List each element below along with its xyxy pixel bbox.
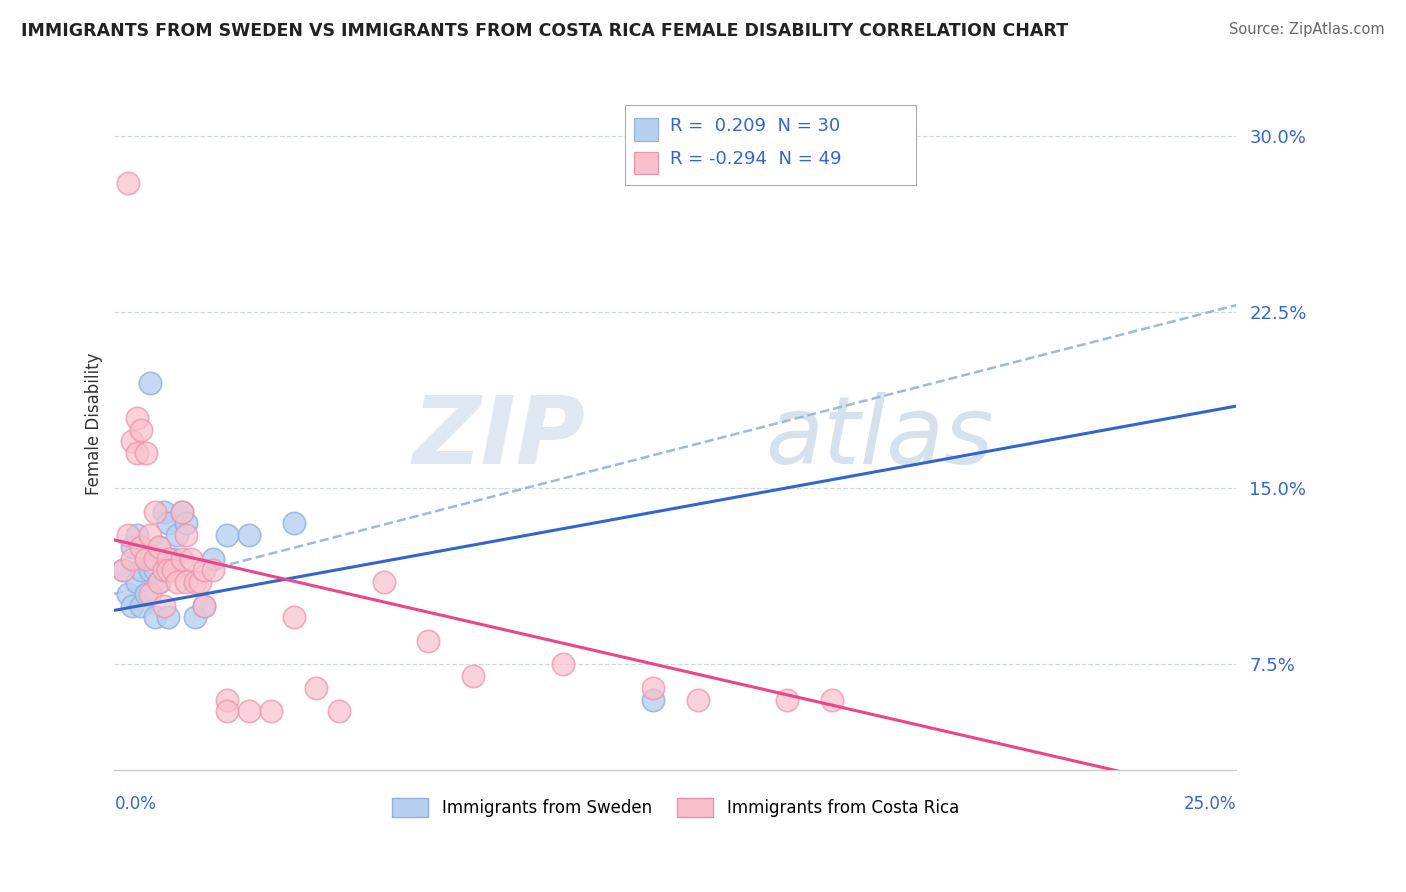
Point bbox=[139, 564, 162, 578]
Point bbox=[157, 564, 180, 578]
Point bbox=[551, 657, 574, 672]
Text: Source: ZipAtlas.com: Source: ZipAtlas.com bbox=[1229, 22, 1385, 37]
Point bbox=[1360, 681, 1382, 695]
Point bbox=[143, 505, 166, 519]
Point bbox=[135, 587, 157, 601]
Y-axis label: Female Disability: Female Disability bbox=[86, 352, 103, 495]
Point bbox=[148, 540, 170, 554]
Point bbox=[125, 446, 148, 460]
Point bbox=[174, 528, 197, 542]
Point bbox=[125, 528, 148, 542]
Point bbox=[174, 516, 197, 531]
Point bbox=[418, 633, 440, 648]
Point bbox=[131, 540, 153, 554]
FancyBboxPatch shape bbox=[634, 119, 658, 141]
Point bbox=[121, 434, 143, 449]
Point bbox=[131, 599, 153, 613]
Point bbox=[117, 587, 139, 601]
Point bbox=[131, 564, 153, 578]
Point bbox=[121, 540, 143, 554]
Point bbox=[135, 446, 157, 460]
Point bbox=[174, 575, 197, 590]
Point bbox=[283, 610, 305, 624]
Text: R =  0.209  N = 30: R = 0.209 N = 30 bbox=[669, 117, 839, 135]
Point bbox=[238, 528, 260, 542]
Point bbox=[135, 551, 157, 566]
Point bbox=[202, 564, 225, 578]
Point bbox=[641, 681, 664, 695]
Text: ZIP: ZIP bbox=[412, 392, 585, 483]
Point bbox=[131, 423, 153, 437]
Point bbox=[162, 551, 184, 566]
Point bbox=[139, 376, 162, 390]
Point bbox=[184, 610, 207, 624]
Point bbox=[260, 704, 283, 718]
Point bbox=[180, 551, 202, 566]
Point bbox=[121, 599, 143, 613]
Point bbox=[821, 692, 844, 706]
Point bbox=[776, 692, 799, 706]
Point bbox=[215, 704, 238, 718]
Point bbox=[157, 551, 180, 566]
Point bbox=[641, 692, 664, 706]
Point bbox=[152, 505, 174, 519]
Text: 25.0%: 25.0% bbox=[1184, 795, 1236, 813]
Point bbox=[193, 564, 215, 578]
Point bbox=[170, 505, 193, 519]
Point bbox=[125, 410, 148, 425]
Point bbox=[121, 551, 143, 566]
Point bbox=[193, 599, 215, 613]
FancyBboxPatch shape bbox=[624, 105, 917, 185]
Point bbox=[215, 692, 238, 706]
Point bbox=[139, 587, 162, 601]
Point bbox=[170, 551, 193, 566]
Point bbox=[170, 505, 193, 519]
Point bbox=[328, 704, 350, 718]
Text: atlas: atlas bbox=[765, 392, 993, 483]
Point bbox=[125, 575, 148, 590]
Point bbox=[193, 599, 215, 613]
Point bbox=[166, 575, 188, 590]
Point bbox=[373, 575, 395, 590]
Point bbox=[202, 551, 225, 566]
Point bbox=[117, 528, 139, 542]
Point bbox=[148, 540, 170, 554]
FancyBboxPatch shape bbox=[634, 152, 658, 175]
Point bbox=[305, 681, 328, 695]
Point bbox=[152, 564, 174, 578]
Point bbox=[157, 610, 180, 624]
Point bbox=[238, 704, 260, 718]
Point bbox=[463, 669, 485, 683]
Point bbox=[148, 575, 170, 590]
Point bbox=[188, 575, 211, 590]
Point bbox=[143, 610, 166, 624]
Point bbox=[143, 564, 166, 578]
Legend: Immigrants from Sweden, Immigrants from Costa Rica: Immigrants from Sweden, Immigrants from … bbox=[385, 791, 966, 824]
Point bbox=[117, 176, 139, 190]
Text: IMMIGRANTS FROM SWEDEN VS IMMIGRANTS FROM COSTA RICA FEMALE DISABILITY CORRELATI: IMMIGRANTS FROM SWEDEN VS IMMIGRANTS FRO… bbox=[21, 22, 1069, 40]
Point bbox=[215, 528, 238, 542]
Point bbox=[148, 575, 170, 590]
Point bbox=[162, 564, 184, 578]
Point bbox=[112, 564, 135, 578]
Text: R = -0.294  N = 49: R = -0.294 N = 49 bbox=[669, 150, 841, 169]
Point bbox=[283, 516, 305, 531]
Point bbox=[157, 516, 180, 531]
Point bbox=[139, 528, 162, 542]
Point bbox=[686, 692, 709, 706]
Text: 0.0%: 0.0% bbox=[114, 795, 156, 813]
Point bbox=[135, 551, 157, 566]
Point bbox=[152, 599, 174, 613]
Point bbox=[166, 528, 188, 542]
Point bbox=[112, 564, 135, 578]
Point bbox=[184, 575, 207, 590]
Point bbox=[143, 551, 166, 566]
